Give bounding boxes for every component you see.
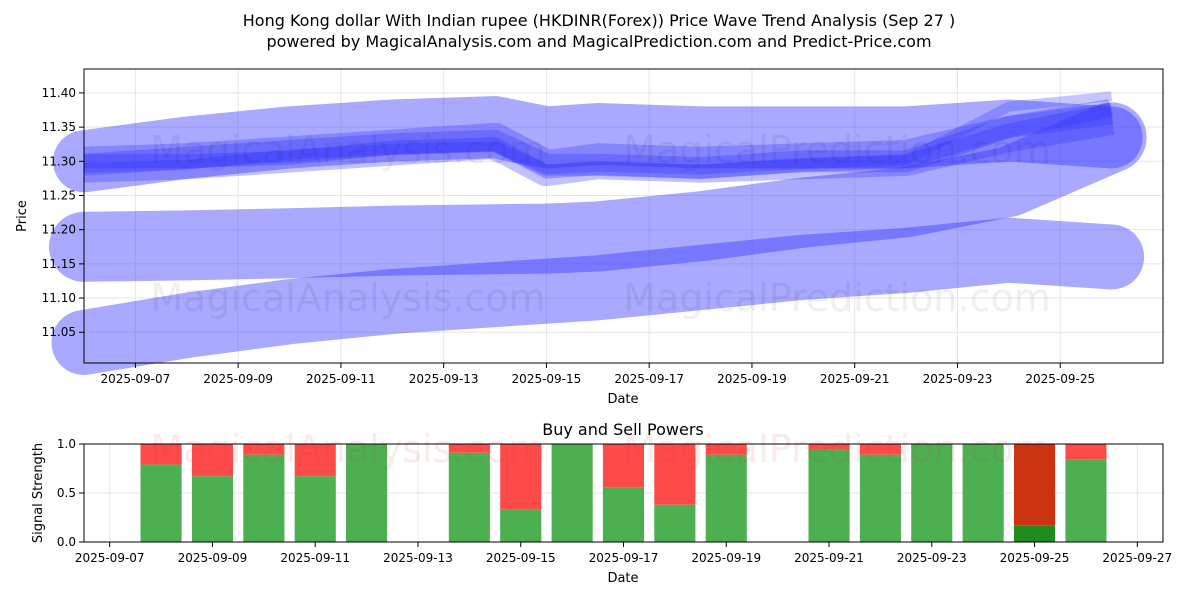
buy-bar — [140, 464, 182, 542]
watermark-analysis: MagicalAnalysis.com — [150, 128, 545, 172]
price-wave-chart: MagicalAnalysis.com MagicalPrediction.co… — [15, 68, 1164, 407]
signal-y-tick-label: 0.0 — [57, 535, 76, 549]
sell-bar — [808, 444, 850, 450]
buy-bar — [191, 476, 233, 542]
sell-bar — [654, 444, 696, 505]
wave-line-2 — [49, 102, 1147, 282]
watermark-prediction: MagicalPrediction.com — [623, 128, 1051, 172]
sell-bar — [294, 444, 336, 477]
signal-x-tick-label: 2025-09-07 — [75, 551, 145, 565]
wave-line-3 — [51, 217, 1145, 375]
buy-bar — [859, 454, 901, 542]
sell-bar — [1065, 444, 1107, 460]
signal-x-tick-label: 2025-09-11 — [280, 551, 350, 565]
price-x-tick-label: 2025-09-19 — [717, 372, 787, 386]
buy-bar — [808, 449, 850, 542]
sell-bar — [140, 444, 182, 465]
sell-bar — [859, 444, 901, 455]
signal-bars — [140, 444, 1107, 542]
buy-bar — [500, 509, 542, 542]
buy-bar — [654, 504, 696, 542]
signal-x-axis-label: Date — [607, 571, 638, 586]
price-x-tick-label: 2025-09-07 — [101, 372, 171, 386]
wave-line-6 — [84, 103, 1113, 179]
buy-bar — [346, 444, 388, 542]
price-y-tick-label: 11.10 — [42, 291, 76, 305]
price-y-axis-label: Price — [15, 200, 30, 232]
price-x-tick-label: 2025-09-11 — [306, 372, 376, 386]
price-waves — [49, 91, 1147, 375]
price-y-tick-label: 11.05 — [42, 325, 76, 339]
signal-x-tick-label: 2025-09-19 — [691, 551, 761, 565]
signal-y-tick-label: 0.5 — [57, 486, 76, 500]
price-y-tick-label: 11.25 — [42, 188, 76, 202]
watermark-analysis-signal: MagicalAnalysis.com — [150, 427, 545, 471]
buy-bar — [705, 454, 747, 542]
signal-y-ticks: 0.0 0.5 1.0 — [57, 437, 84, 549]
price-x-axis-label: Date — [607, 392, 638, 407]
price-x-tick-label: 2025-09-25 — [1025, 372, 1095, 386]
buy-bar — [1065, 459, 1107, 542]
signal-x-tick-label: 2025-09-25 — [1000, 551, 1070, 565]
watermark-prediction-lower: MagicalPrediction.com — [623, 276, 1051, 320]
price-y-tick-label: 11.15 — [42, 257, 76, 271]
price-y-tick-label: 11.35 — [42, 120, 76, 134]
price-plot-background — [84, 69, 1163, 363]
signal-x-ticks: 2025-09-07 2025-09-09 2025-09-11 2025-09-13… — [75, 542, 1172, 565]
buy-sell-chart: Buy and Sell Powers MagicalAnalysis.com … — [31, 420, 1172, 586]
watermark-prediction-signal: MagicalPrediction.com — [623, 427, 1051, 471]
sell-bar — [243, 444, 285, 455]
price-y-tick-label: 11.20 — [42, 223, 76, 237]
price-y-tick-label: 11.40 — [42, 86, 76, 100]
price-x-tick-label: 2025-09-13 — [409, 372, 479, 386]
sell-bar — [705, 444, 747, 455]
wave-line-1 — [53, 96, 1143, 193]
price-plot-frame — [83, 68, 1164, 364]
price-x-ticks: 2025-09-07 2025-09-09 2025-09-11 2025-09-13… — [101, 363, 1095, 386]
price-y-tick-label: 11.30 — [42, 154, 76, 168]
signal-x-tick-label: 2025-09-17 — [589, 551, 659, 565]
buy-bar — [602, 487, 644, 542]
price-x-tick-label: 2025-09-15 — [512, 372, 582, 386]
price-x-tick-label: 2025-09-21 — [820, 372, 890, 386]
buy-bar — [448, 452, 490, 542]
sell-bar — [1014, 444, 1056, 526]
price-grid — [84, 69, 1163, 363]
signal-x-tick-label: 2025-09-23 — [897, 551, 967, 565]
buy-bar — [911, 444, 953, 542]
signal-x-tick-label: 2025-09-21 — [794, 551, 864, 565]
wave-line-4 — [83, 99, 1115, 187]
sell-bar — [191, 444, 233, 477]
signal-x-tick-label: 2025-09-09 — [178, 551, 248, 565]
wave-line-7 — [83, 91, 1113, 175]
signal-x-tick-label: 2025-09-27 — [1102, 551, 1172, 565]
signal-y-axis-label: Signal Strength — [31, 443, 46, 543]
sell-bar — [500, 444, 542, 510]
chart-subtitle: powered by MagicalAnalysis.com and Magic… — [266, 32, 931, 51]
price-y-ticks: 11.05 11.10 11.15 11.20 11.25 11.30 11.35 11.40 — [42, 86, 84, 339]
sell-bar — [602, 444, 644, 488]
buy-bar — [294, 476, 336, 542]
price-x-tick-label: 2025-09-17 — [614, 372, 684, 386]
buy-sell-title: Buy and Sell Powers — [542, 420, 704, 439]
sell-bar — [448, 444, 490, 453]
buy-bar — [243, 454, 285, 542]
buy-bar — [551, 444, 593, 542]
signal-y-tick-label: 1.0 — [57, 437, 76, 451]
chart-title: Hong Kong dollar With Indian rupee (HKDI… — [243, 11, 955, 30]
wave-line-5 — [83, 102, 1114, 180]
signal-x-tick-label: 2025-09-15 — [486, 551, 556, 565]
signal-x-tick-label: 2025-09-13 — [383, 551, 453, 565]
buy-bar — [1014, 525, 1056, 542]
watermark-analysis-lower: MagicalAnalysis.com — [150, 276, 545, 320]
price-x-tick-label: 2025-09-23 — [923, 372, 993, 386]
price-x-tick-label: 2025-09-09 — [203, 372, 273, 386]
buy-bar — [962, 444, 1004, 542]
